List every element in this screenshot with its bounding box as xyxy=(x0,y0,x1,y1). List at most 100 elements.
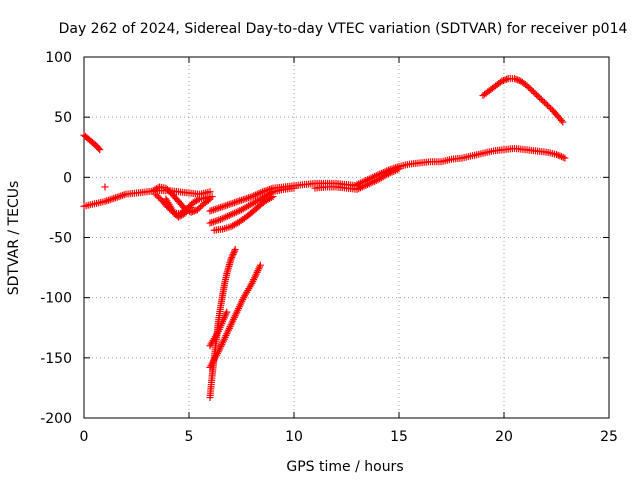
data-point xyxy=(213,205,221,213)
data-point xyxy=(105,196,112,204)
data-point xyxy=(395,165,403,173)
series-isolated xyxy=(101,183,109,191)
data-point xyxy=(256,261,264,269)
data-point xyxy=(238,196,245,204)
series-arc-steep-b xyxy=(206,261,264,371)
data-point xyxy=(557,116,565,124)
data-point xyxy=(556,152,564,160)
data-point xyxy=(211,217,219,225)
data-point xyxy=(215,204,223,212)
data-point xyxy=(165,187,173,195)
data-point xyxy=(536,94,544,102)
x-tick-label: 10 xyxy=(285,429,303,445)
data-point xyxy=(193,206,201,214)
x-tick-label: 0 xyxy=(80,429,89,445)
data-point xyxy=(217,203,224,211)
data-point xyxy=(559,153,567,161)
data-point xyxy=(227,200,235,208)
data-point xyxy=(101,183,109,191)
data-point xyxy=(222,202,230,210)
data-point xyxy=(225,200,233,208)
data-point xyxy=(211,205,219,213)
data-point xyxy=(184,206,192,214)
data-point xyxy=(544,101,552,109)
data-point xyxy=(194,196,202,204)
data-point xyxy=(120,191,128,199)
data-point xyxy=(545,103,553,111)
data-point xyxy=(187,203,195,211)
series-arc-wave-a xyxy=(149,183,214,216)
data-point xyxy=(528,86,536,94)
data-point xyxy=(182,208,190,216)
data-point xyxy=(228,254,236,262)
data-point xyxy=(95,144,103,152)
data-point xyxy=(206,219,214,227)
data-point xyxy=(208,193,216,201)
data-point xyxy=(197,203,205,211)
x-tick-label: 25 xyxy=(600,429,618,445)
data-point xyxy=(290,184,298,192)
data-point xyxy=(190,207,198,215)
series-arc-right-stack xyxy=(311,165,403,193)
data-point xyxy=(231,199,238,207)
data-point xyxy=(117,192,125,200)
x-tick-label: 20 xyxy=(495,429,513,445)
data-point xyxy=(526,85,534,93)
data-point xyxy=(229,199,237,207)
data-point xyxy=(542,100,550,108)
y-tick-label: -200 xyxy=(40,411,72,427)
y-axis-label: SDTVAR / TECUs xyxy=(6,181,22,296)
data-point xyxy=(155,193,163,201)
y-tick-label: -50 xyxy=(49,231,72,247)
data-point xyxy=(113,193,121,201)
data-point xyxy=(514,76,522,84)
data-point xyxy=(267,194,275,202)
data-point xyxy=(534,92,542,100)
series-arc-steep-c xyxy=(206,308,231,350)
data-point xyxy=(208,206,216,214)
data-point xyxy=(537,95,545,103)
series-arc-start-high xyxy=(80,131,104,154)
data-point xyxy=(223,308,231,316)
axis-ticks xyxy=(83,56,610,419)
series-arc-wave-c xyxy=(162,195,195,221)
data-point xyxy=(559,118,567,126)
data-point xyxy=(231,246,239,254)
data-point xyxy=(553,150,560,158)
data-point xyxy=(239,196,247,204)
data-point xyxy=(230,249,238,257)
data-point xyxy=(531,89,539,97)
y-tick-label: 50 xyxy=(54,110,72,126)
grid xyxy=(84,57,609,418)
data-point xyxy=(231,247,238,255)
data-point xyxy=(224,201,231,209)
data-point xyxy=(210,218,217,226)
data-point xyxy=(540,98,548,106)
data-point xyxy=(96,146,104,154)
y-tick-label: -100 xyxy=(40,291,72,307)
plot-frame xyxy=(83,56,610,419)
data-point xyxy=(539,97,547,105)
data-point xyxy=(228,252,236,260)
data-point xyxy=(227,255,235,263)
data-point xyxy=(498,77,506,85)
y-tick-label: 100 xyxy=(45,50,72,66)
data-point xyxy=(218,203,226,211)
data-point xyxy=(503,75,511,83)
data-point xyxy=(529,88,537,96)
data-point xyxy=(103,197,111,205)
x-axis-label: GPS time / hours xyxy=(286,459,403,475)
data-point xyxy=(208,218,216,226)
data-points xyxy=(80,75,569,402)
y-tick-label: 0 xyxy=(63,170,72,186)
data-point xyxy=(115,193,123,201)
data-point xyxy=(512,75,520,83)
data-point xyxy=(186,205,194,213)
data-point xyxy=(119,191,126,199)
data-point xyxy=(525,83,533,91)
data-point xyxy=(162,184,170,192)
data-point xyxy=(206,207,214,215)
data-point xyxy=(112,194,119,202)
data-point xyxy=(501,76,509,84)
